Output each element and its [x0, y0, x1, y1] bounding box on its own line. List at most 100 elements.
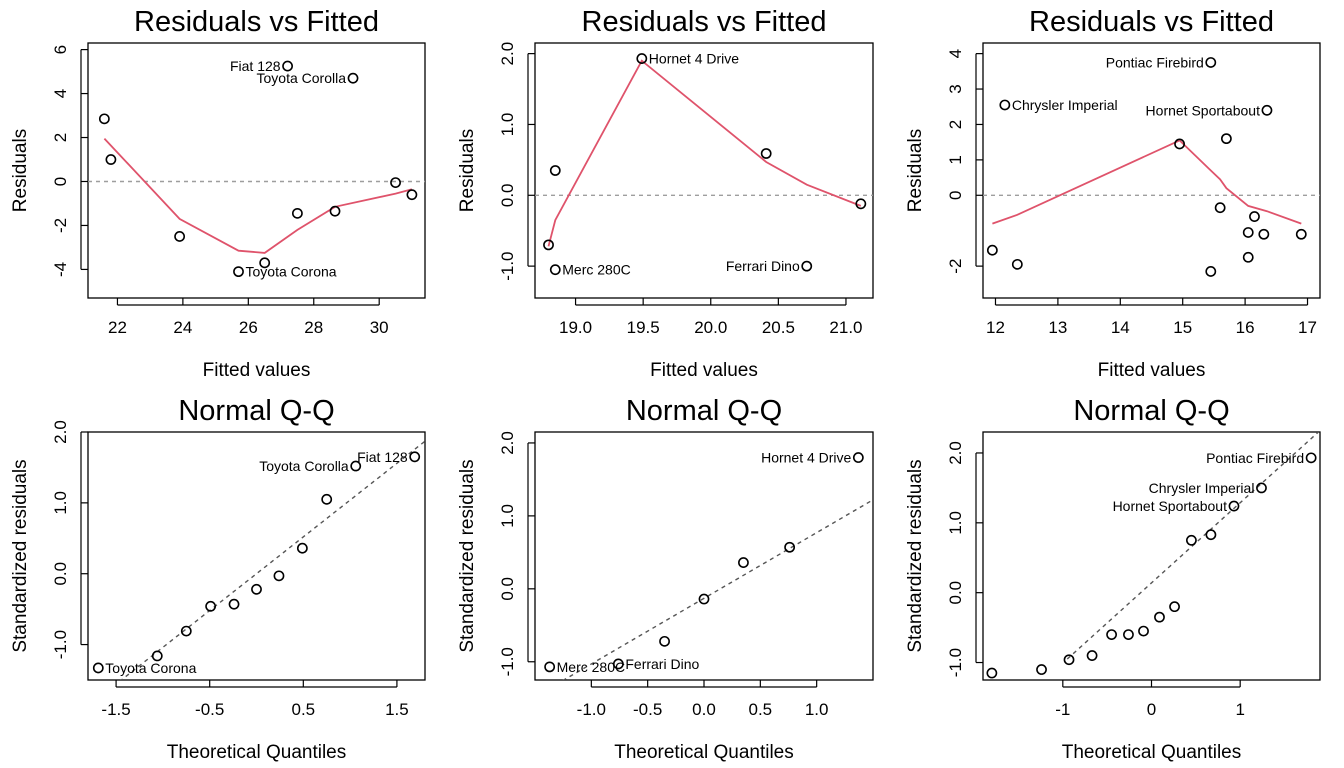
x-tick-label: 15	[1173, 318, 1192, 337]
point-label: Toyota Corolla	[257, 70, 347, 86]
plot-area	[88, 60, 425, 278]
plot-frame	[87, 42, 426, 299]
x-tick-label: 1.5	[385, 700, 409, 719]
data-point	[801, 260, 813, 272]
y-tick-label: -2	[51, 218, 70, 233]
data-point	[544, 661, 556, 673]
point-label: Toyota Corolla	[259, 458, 349, 474]
panel-2: Residuals vs Fitted 19.0 19.5 20.0 20.5 21.0 F…	[457, 6, 874, 381]
data-point	[1169, 601, 1180, 613]
y-tick-label: 0.0	[946, 581, 965, 605]
data-point	[1086, 650, 1098, 661]
point-label: Pontiac Firebird	[1206, 450, 1304, 466]
y-tick-label: -2	[946, 259, 965, 274]
y-tick-label: -1.0	[51, 630, 70, 659]
data-point	[205, 600, 217, 612]
y-tick-label: 0.0	[498, 577, 517, 601]
x-axis-title: Fitted values	[203, 360, 311, 381]
point-label: Hornet 4 Drive	[649, 51, 739, 67]
plot-area	[544, 452, 873, 680]
x-tick-label: 26	[239, 318, 258, 337]
x-tick-label: 28	[304, 318, 323, 337]
x-tick-label: 12	[986, 318, 1005, 337]
data-point	[180, 625, 192, 637]
chart-title: Normal Q-Q	[1073, 395, 1229, 427]
y-tick-label: 2.0	[946, 441, 965, 465]
x-axis: 22 24 26 28 30	[108, 298, 389, 337]
x-tick-label: 0	[1147, 700, 1156, 719]
y-axis-title: Residuals	[10, 129, 31, 212]
data-point	[1186, 534, 1197, 546]
plot-area	[92, 440, 425, 680]
data-point	[1214, 202, 1226, 214]
data-point	[986, 667, 998, 679]
y-tick-label: 1	[946, 155, 965, 164]
data-point	[1261, 104, 1273, 116]
data-point	[1256, 482, 1267, 494]
x-tick-label: -0.5	[633, 700, 662, 719]
plot-area	[983, 57, 1320, 277]
data-point	[549, 165, 561, 176]
x-tick-label: 14	[1111, 318, 1130, 337]
y-tick-label: 0	[51, 177, 70, 186]
x-tick-label: 13	[1048, 318, 1067, 337]
y-tick-label: 2	[51, 133, 70, 142]
data-point	[1295, 228, 1307, 240]
data-point	[636, 53, 648, 64]
data-point	[390, 177, 401, 188]
data-point	[698, 593, 710, 605]
y-axis-title: Standardized residuals	[457, 459, 478, 652]
point-label: Merc 280C	[557, 659, 625, 675]
y-axis: -2 0 1 2 3 4	[946, 49, 983, 274]
smoother-line	[103, 137, 413, 254]
data-point	[1106, 629, 1117, 640]
panel-6: Normal Q-Q -1 0 1 Theoretical Quantiles -1.0 0…	[905, 395, 1321, 763]
y-axis: -4 -2 0 2 4 6	[51, 45, 88, 277]
data-point	[98, 113, 110, 125]
y-axis-title: Residuals	[457, 129, 478, 212]
x-axis: -1 0 1	[1055, 680, 1245, 719]
x-axis-title: Theoretical Quantiles	[614, 742, 794, 763]
chart-title: Normal Q-Q	[626, 395, 782, 427]
data-point	[855, 198, 867, 210]
y-tick-label: 6	[51, 45, 70, 54]
data-point	[105, 154, 117, 165]
plot-area	[535, 53, 873, 276]
point-label: Hornet Sportabout	[1113, 498, 1228, 514]
plot-area	[986, 432, 1320, 679]
data-point	[1228, 500, 1240, 512]
panel-5: Normal Q-Q -1.0 -0.5 0.0 0.5 1.0 Theoretical Q…	[457, 395, 874, 763]
x-tick-label: 0.5	[291, 700, 315, 719]
data-point	[1205, 266, 1217, 277]
data-point	[1011, 258, 1023, 270]
smoother-line	[547, 59, 862, 247]
x-axis-title: Theoretical Quantiles	[1062, 742, 1242, 763]
data-point	[1205, 57, 1217, 68]
point-label: Pontiac Firebird	[1106, 54, 1204, 70]
point-label: Ferrari Dino	[726, 258, 800, 274]
data-point	[151, 650, 163, 662]
data-point	[174, 231, 186, 242]
x-axis-title: Fitted values	[650, 360, 758, 381]
point-label: Hornet Sportabout	[1146, 102, 1261, 118]
qq-reference-line	[562, 499, 873, 680]
y-tick-label: -1.0	[498, 251, 517, 280]
y-tick-label: 1.0	[946, 511, 965, 535]
x-tick-label: 17	[1298, 318, 1317, 337]
y-tick-label: -1.0	[946, 648, 965, 677]
y-tick-label: 3	[946, 84, 965, 93]
data-point	[406, 189, 418, 201]
data-point	[409, 451, 421, 463]
y-tick-label: 0.0	[498, 183, 517, 207]
y-tick-label: 0	[946, 191, 965, 200]
data-point	[321, 493, 333, 505]
data-point	[291, 207, 303, 219]
y-axis-title: Standardized residuals	[10, 459, 31, 652]
point-label: Chrysler Imperial	[1012, 97, 1118, 113]
y-axis-title: Standardized residuals	[905, 459, 926, 652]
data-point	[273, 570, 285, 582]
point-label: Ferrari Dino	[625, 656, 699, 672]
